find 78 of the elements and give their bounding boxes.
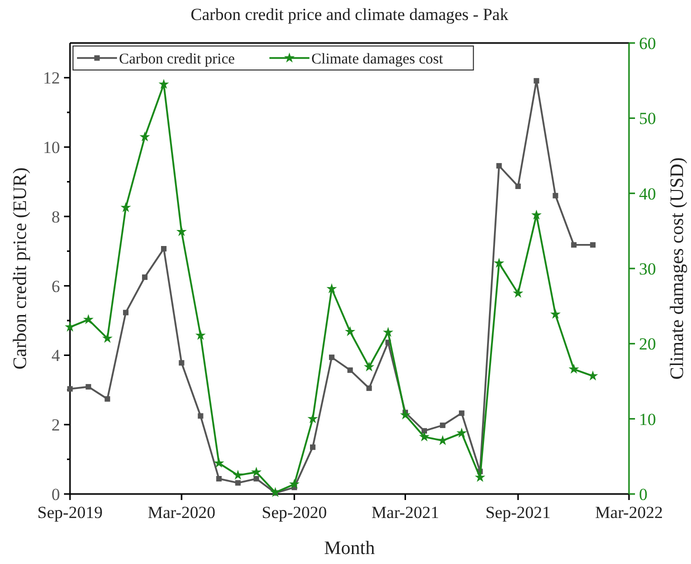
y2-tick-label: 0 [639,484,648,504]
legend-label: Climate damages cost [311,51,444,68]
point [437,435,448,446]
point [550,308,561,319]
point [140,131,150,142]
point [456,428,467,438]
y-axis-title: Carbon credit price (EUR) [10,167,31,370]
y-tick-label: 6 [52,276,60,296]
point [161,246,167,252]
point [64,322,76,332]
point [86,384,92,390]
point [251,466,262,477]
x-axis-title: Month [324,538,376,559]
y-tick-label: 0 [52,484,60,504]
y-tick-label: 4 [52,346,60,366]
x-tick-label: Mar-2020 [148,503,216,522]
point [158,78,170,89]
point [552,192,558,198]
x-tick-label: Sep-2019 [37,503,103,522]
point [344,326,356,336]
y2-tick-label: 20 [639,334,656,354]
point [458,410,464,416]
point [307,413,318,424]
point [67,386,73,392]
y-tick-label: 12 [43,68,60,88]
point [422,428,428,434]
point [512,288,524,298]
point [496,163,502,169]
point [419,431,430,442]
point [198,413,204,419]
point [364,361,374,372]
point [142,274,148,280]
y2-tick-label: 40 [639,184,656,204]
legend-label: Carbon credit price [119,51,236,68]
point [382,326,394,337]
y2-tick-label: 50 [639,109,656,128]
point [590,242,596,248]
point [102,332,113,343]
y2-axis-title: Climate damages cost (USD) [667,157,688,380]
point [232,470,244,480]
point [214,458,224,468]
x-tick-label: Sep-2020 [262,503,327,522]
y-tick-label: 8 [52,207,60,226]
point [366,385,372,391]
y2-tick-label: 10 [639,410,656,429]
x-tick-label: Sep-2021 [485,503,551,522]
point [120,202,132,212]
point [83,314,94,324]
y-tick-label: 2 [52,416,60,435]
chart-title: Carbon credit price and climate damages - Pak [190,5,509,24]
point [534,78,540,84]
y2-tick-label: 30 [639,259,656,278]
point [400,410,411,420]
point [347,367,353,373]
y-tick-label: 10 [43,138,60,158]
point [123,310,129,316]
point [568,364,580,374]
point [440,422,446,428]
point [571,242,577,248]
point [328,354,334,360]
point [326,283,337,294]
y2-tick-label: 60 [639,34,656,53]
point [494,258,504,268]
point [531,210,542,220]
point [289,478,300,489]
point [178,360,184,366]
point [515,184,521,190]
point [176,226,187,236]
point [104,396,110,402]
x-tick-label: Mar-2021 [371,503,440,522]
point [588,370,598,380]
point [254,476,260,482]
point [216,476,222,482]
point [195,330,206,340]
point [270,486,281,497]
point [310,444,316,450]
point [235,480,241,486]
x-tick-label: Mar-2022 [595,503,663,522]
